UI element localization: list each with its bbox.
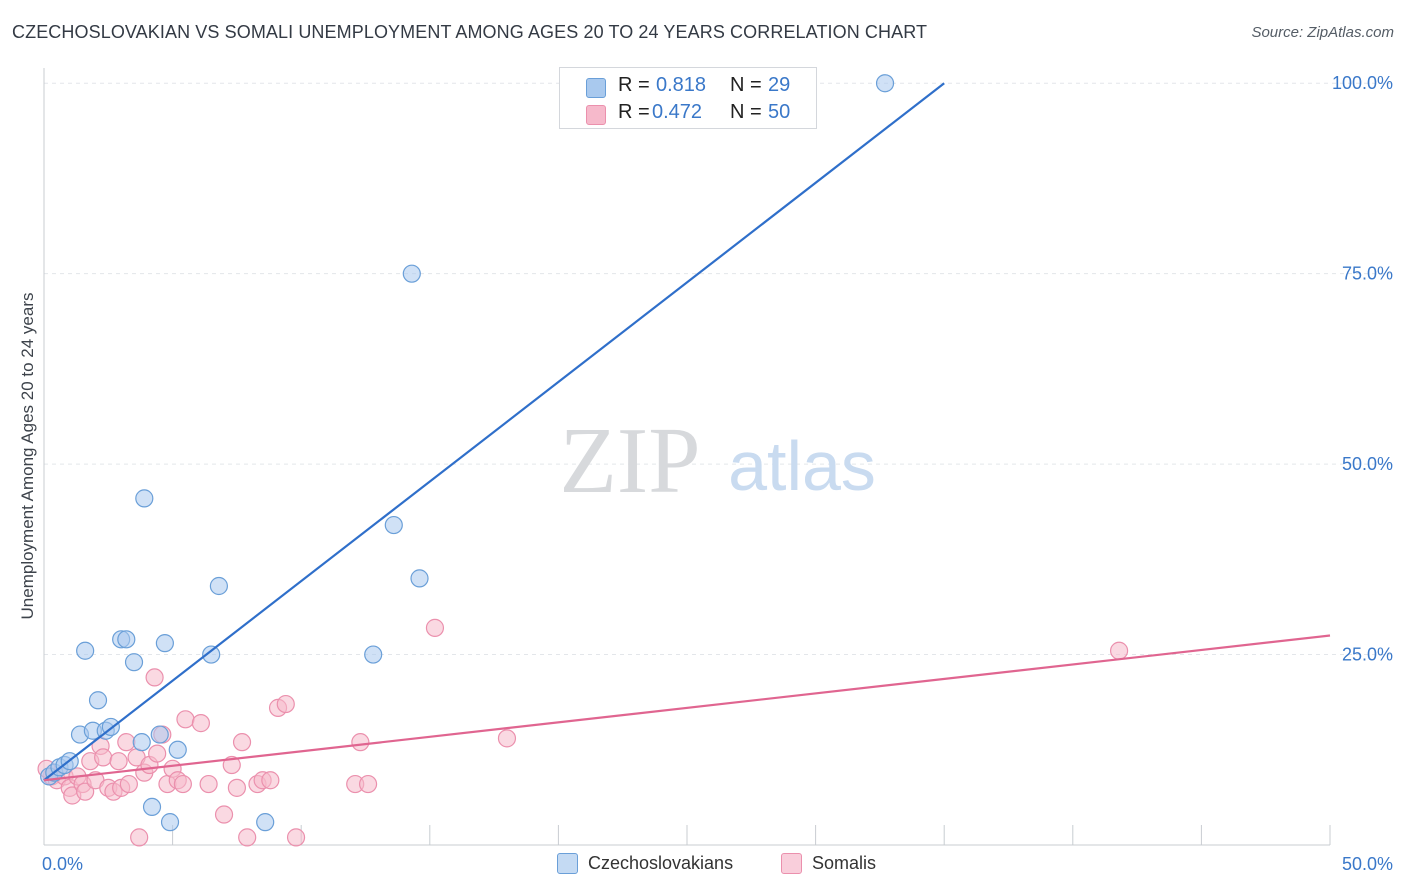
somali-legend-swatch <box>781 853 802 874</box>
somali-trend-line <box>43 634 1331 782</box>
somali-point <box>222 755 241 775</box>
czech-point <box>88 691 108 710</box>
somali-point <box>232 733 252 752</box>
chart-title: CZECHOSLOVAKIAN VS SOMALI UNEMPLOYMENT A… <box>12 22 928 42</box>
czech-point <box>875 74 895 93</box>
legend-label-somalis: Somalis <box>812 853 877 873</box>
source-credit: Source: ZipAtlas.com <box>1251 24 1394 41</box>
somali-point <box>191 714 210 733</box>
czech-n-label: N = <box>730 74 762 96</box>
somali-swatch <box>586 105 606 125</box>
gridlines <box>44 82 1393 656</box>
y-tick-label: 50.0% <box>1342 454 1393 474</box>
somali-r-label: R = <box>618 101 650 123</box>
czech-r-label: R = <box>618 74 650 96</box>
somali-r-value: 0.472 <box>652 101 703 123</box>
czech-trend-line <box>43 82 945 782</box>
czech-point <box>150 725 169 744</box>
y-tick-label: 75.0% <box>1342 264 1393 284</box>
somali-point <box>148 744 167 763</box>
czech-point <box>160 813 180 832</box>
watermark-zip: ZIP <box>560 409 701 513</box>
legend-label-czechoslovakians: Czechoslovakians <box>588 853 734 873</box>
czech-r-value: 0.818 <box>656 74 707 96</box>
czech-point <box>142 797 162 817</box>
czech-n-value: 29 <box>768 74 791 96</box>
stats-legend: R = 0.818 N = 29 R = 0.472 N = 50 <box>559 67 817 129</box>
somali-points <box>37 618 1129 847</box>
somali-point <box>173 774 192 794</box>
axes <box>43 68 1331 846</box>
y-tick-label: 100.0% <box>1332 73 1393 93</box>
czech-point <box>124 653 144 672</box>
somali-point <box>286 828 306 847</box>
tick-labels: 25.0% 50.0% 75.0% 100.0% 0.0% 50.0% <box>42 73 1393 874</box>
somali-point <box>497 729 517 748</box>
czech-point <box>256 813 275 832</box>
czech-point <box>209 576 228 596</box>
somali-point <box>109 752 128 771</box>
czech-point <box>155 634 174 653</box>
czech-point <box>168 740 187 759</box>
czech-point <box>132 733 151 752</box>
somali-point <box>130 828 149 847</box>
somali-point <box>358 774 378 794</box>
somali-point <box>117 733 136 752</box>
series-legend: Czechoslovakians Somalis <box>0 851 1406 879</box>
x-tick-label: 50.0% <box>1342 854 1393 874</box>
somali-point <box>1109 641 1129 660</box>
czech-legend-swatch <box>557 853 578 874</box>
czech-point <box>135 489 154 508</box>
czech-point <box>402 264 421 283</box>
somali-n-label: N = <box>730 101 762 123</box>
somali-n-value: 50 <box>768 101 791 123</box>
somali-point <box>425 618 445 637</box>
somali-point <box>199 774 218 794</box>
somali-point <box>261 771 280 790</box>
somali-point <box>94 748 113 767</box>
somali-point <box>214 805 234 824</box>
somali-point <box>276 694 295 714</box>
x-tick-label: 0.0% <box>42 854 83 874</box>
czech-point <box>364 645 383 664</box>
somali-point <box>119 774 138 794</box>
czech-points <box>40 74 895 832</box>
czech-point <box>202 645 221 664</box>
watermark-atlas: atlas <box>728 427 876 505</box>
somali-point <box>238 828 257 847</box>
y-tick-label: 25.0% <box>1342 645 1393 665</box>
somali-point <box>176 710 195 729</box>
trend-lines <box>43 82 1331 782</box>
somali-point <box>227 778 246 797</box>
czech-point <box>384 515 403 535</box>
somali-point <box>351 733 370 752</box>
czech-point <box>117 630 136 649</box>
somali-point <box>76 782 95 801</box>
czech-point <box>410 569 429 588</box>
czech-point <box>76 641 95 660</box>
somali-point <box>145 668 164 687</box>
czech-swatch <box>586 78 606 98</box>
